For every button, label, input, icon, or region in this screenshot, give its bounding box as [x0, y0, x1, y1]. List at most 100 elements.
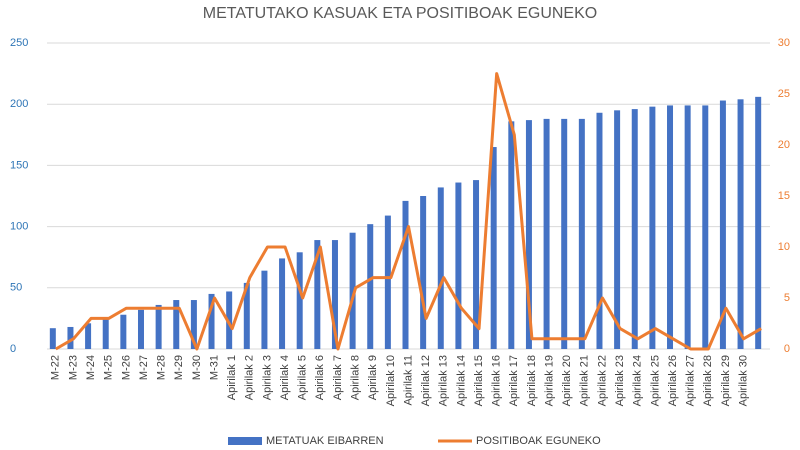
bar [649, 106, 656, 349]
bar [702, 105, 709, 349]
bar [578, 118, 585, 349]
bar [49, 328, 56, 349]
x-tick-label: Apirilak 5 [297, 355, 309, 400]
y-tick-label: 100 [10, 221, 28, 233]
legend-label: METATUAK EIBARREN [266, 435, 384, 447]
legend-swatch [228, 437, 262, 445]
y2-tick-label: 30 [778, 37, 790, 49]
x-tick-label: Apirilak 20 [561, 355, 573, 406]
y-tick-label: 250 [10, 37, 28, 49]
y2-tick-label: 0 [784, 343, 790, 355]
x-tick-label: Apirilak 30 [737, 355, 749, 406]
x-tick-label: M-22 [50, 355, 62, 380]
bar [437, 187, 444, 349]
x-tick-label: Apirilak 16 [491, 355, 503, 406]
bar [631, 109, 638, 349]
x-tick-label: Apirilak 11 [402, 355, 414, 406]
x-tick-label: Apirilak 15 [473, 355, 485, 406]
x-tick-label: Apirilak 25 [649, 355, 661, 406]
legend-label: POSITIBOAK EGUNEKO [476, 435, 601, 447]
x-tick-label: Apirilak 6 [314, 355, 326, 400]
x-tick-label: Apirilak 23 [614, 355, 626, 406]
bar [490, 147, 497, 349]
bar [508, 121, 515, 349]
bar [208, 293, 215, 349]
x-tick-label: M-24 [85, 355, 97, 380]
y2-tick-label: 20 [778, 139, 790, 151]
bar [279, 258, 286, 349]
x-tick-label: Apirilak 3 [261, 355, 273, 400]
bar [384, 215, 391, 349]
x-tick-label: M-28 [156, 355, 168, 380]
bar [243, 282, 250, 349]
bar [190, 300, 197, 349]
x-tick-label: Apirilak 9 [367, 355, 379, 400]
bar [420, 196, 427, 349]
bar [67, 326, 74, 349]
bar [137, 309, 144, 349]
bar [684, 105, 691, 349]
bar [667, 105, 674, 349]
bar [314, 240, 321, 349]
y-tick-label: 200 [10, 98, 28, 110]
x-tick-label: Apirilak 10 [385, 355, 397, 406]
bar [102, 318, 109, 349]
y-tick-label: 150 [10, 159, 28, 171]
x-tick-label: Apirilak 24 [632, 355, 644, 406]
x-tick-label: M-31 [208, 355, 220, 380]
x-tick-label: Apirilak 7 [332, 355, 344, 400]
bar [402, 200, 409, 349]
x-tick-label: Apirilak 12 [420, 355, 432, 406]
bar [349, 232, 356, 349]
bar [296, 252, 303, 349]
x-tick-label: Apirilak 22 [596, 355, 608, 406]
bar [737, 99, 744, 349]
bar [614, 110, 621, 349]
bar [543, 118, 550, 349]
y-tick-label: 50 [10, 282, 22, 294]
x-tick-label: Apirilak 28 [702, 355, 714, 406]
bar [367, 224, 374, 349]
x-tick-label: M-23 [67, 355, 79, 380]
y2-tick-label: 15 [778, 190, 790, 202]
y2-tick-label: 5 [784, 292, 790, 304]
bar [120, 314, 127, 349]
x-tick-label: Apirilak 4 [279, 355, 291, 400]
x-tick-label: Apirilak 18 [526, 355, 538, 406]
x-tick-label: M-30 [191, 355, 203, 380]
bar [261, 270, 268, 349]
bar [331, 240, 338, 349]
x-tick-label: Apirilak 17 [508, 355, 520, 406]
x-tick-label: Apirilak 19 [543, 355, 555, 406]
line [55, 72, 762, 351]
y-tick-label: 0 [10, 343, 16, 355]
bar [561, 118, 568, 349]
bar [525, 120, 532, 349]
bar [226, 291, 233, 349]
x-tick-label: Apirilak 27 [685, 355, 697, 406]
x-tick-label: Apirilak 21 [579, 355, 591, 406]
x-tick-label: Apirilak 1 [226, 355, 238, 400]
bar [85, 323, 92, 349]
x-tick-label: Apirilak 8 [350, 355, 362, 400]
y2-tick-label: 25 [778, 88, 790, 100]
bar [155, 304, 162, 349]
x-tick-label: M-26 [120, 355, 132, 380]
bar [173, 300, 180, 349]
bar [473, 180, 480, 349]
bar [455, 182, 462, 349]
chart-title: METATUTAKO KASUAK ETA POSITIBOAK EGUNEKO [203, 5, 597, 22]
bar [719, 100, 726, 349]
y2-tick-label: 10 [778, 241, 790, 253]
x-tick-label: Apirilak 29 [720, 355, 732, 406]
bar [755, 96, 762, 349]
x-tick-label: M-25 [103, 355, 115, 380]
bar [596, 112, 603, 349]
x-tick-label: Apirilak 14 [455, 355, 467, 406]
x-tick-label: Apirilak 2 [244, 355, 256, 400]
x-tick-label: M-27 [138, 355, 150, 380]
x-tick-label: Apirilak 26 [667, 355, 679, 406]
x-tick-label: M-29 [173, 355, 185, 380]
x-tick-label: Apirilak 13 [438, 355, 450, 406]
